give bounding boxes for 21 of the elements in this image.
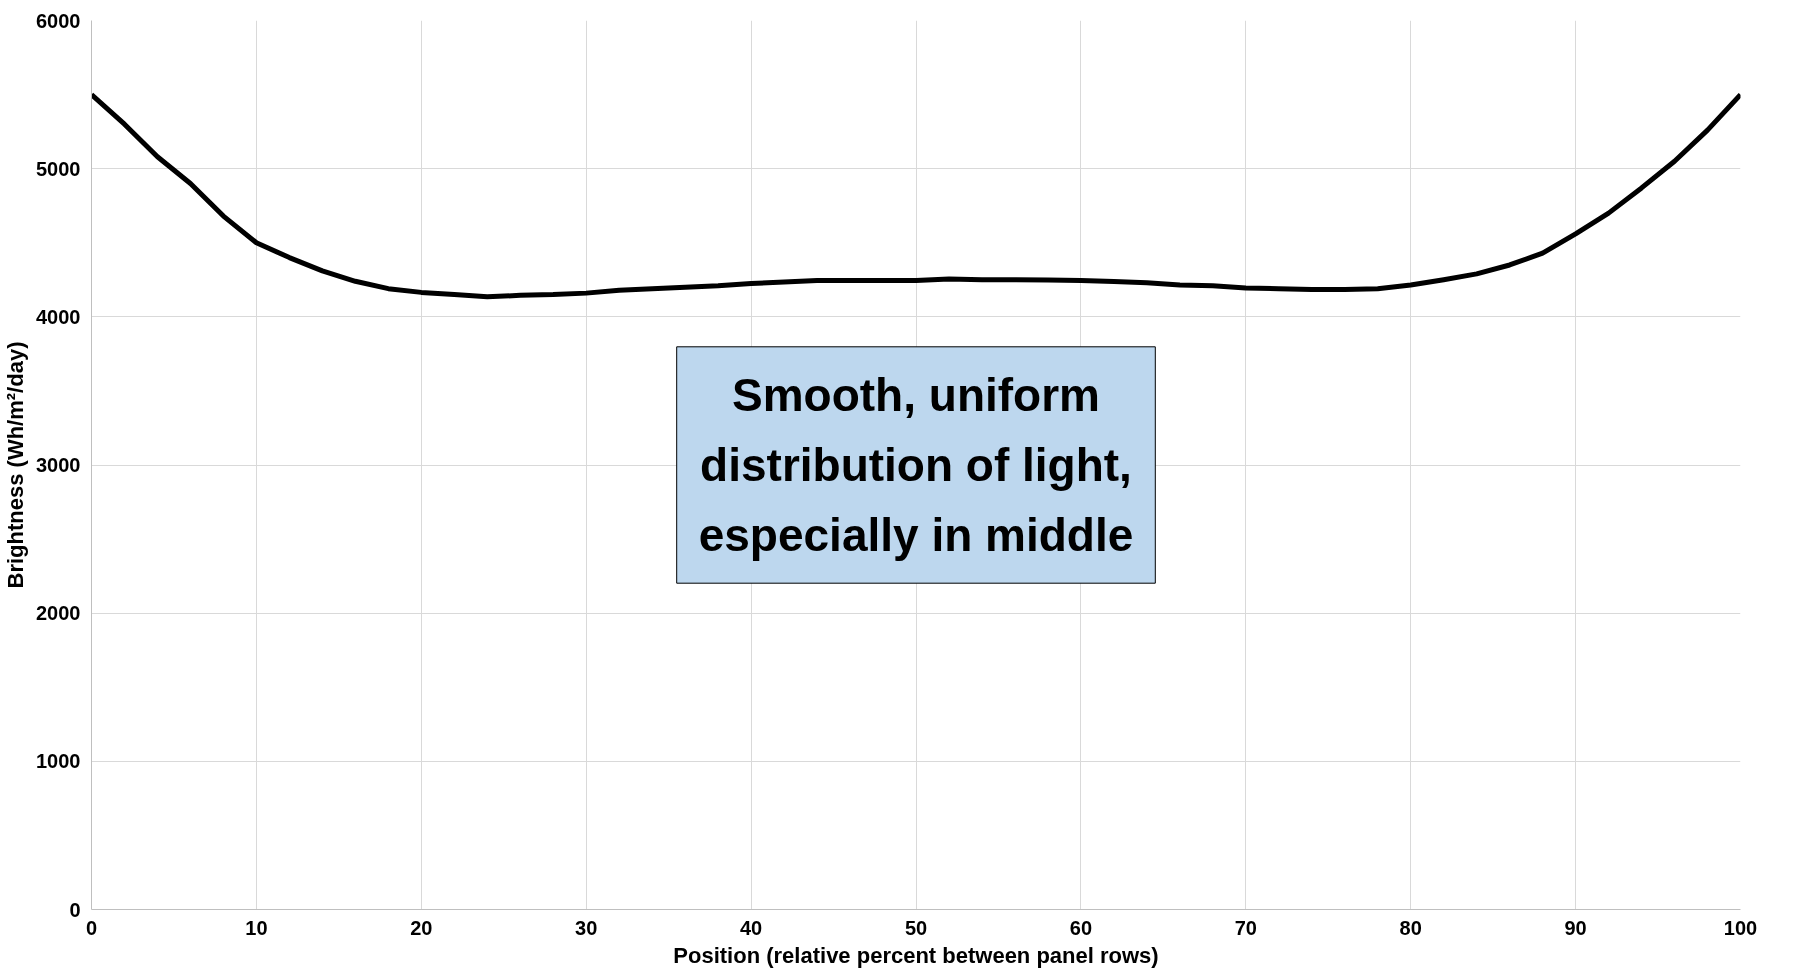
x-tick-label: 80 xyxy=(1399,916,1422,939)
x-tick-label: 60 xyxy=(1069,916,1093,939)
y-tick-label: 5000 xyxy=(36,157,81,180)
x-tick-label: 20 xyxy=(410,916,433,939)
x-tick-label: 10 xyxy=(245,916,268,939)
annotation: Smooth, uniform distribution of light, especially in middle xyxy=(698,368,1134,562)
x-tick-label: 30 xyxy=(575,916,598,939)
y-tick-label: 4000 xyxy=(36,305,81,328)
y-tick-label: 2000 xyxy=(36,602,81,625)
x-axis-title: Position (relative percent between panel rows) xyxy=(673,942,1159,968)
x-tick-label: 40 xyxy=(739,916,763,939)
y-tick-label: 0 xyxy=(69,898,81,921)
x-tick-label: 70 xyxy=(1234,916,1257,939)
x-tick-label: 50 xyxy=(904,916,928,939)
y-tick-label: 6000 xyxy=(36,9,81,32)
x-tick-label: 90 xyxy=(1564,916,1587,939)
y-tick-label: 1000 xyxy=(36,750,81,773)
y-axis-title: Brightness (Wh/m²/day) xyxy=(3,341,29,589)
y-tick-label: 3000 xyxy=(36,454,81,476)
x-tick-label: 100 xyxy=(1723,916,1758,939)
x-tick-label: 0 xyxy=(85,916,98,939)
